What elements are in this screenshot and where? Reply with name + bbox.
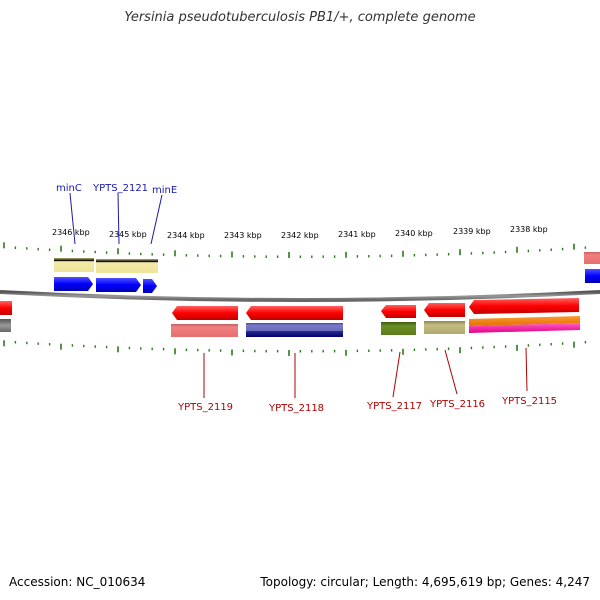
gene-label-YPTS-2119[interactable]: YPTS_2119	[177, 402, 233, 413]
label-leaders	[69, 192, 528, 398]
reverse-strand-features	[0, 298, 580, 337]
inner-tick-row	[3, 340, 587, 356]
gene-arrow-YPTS-2119[interactable]	[172, 306, 238, 320]
tick-label-2342: 2342 kbp	[281, 231, 319, 240]
tick-label-2345: 2345 kbp	[109, 230, 147, 239]
gene-label-YPTS-2115[interactable]: YPTS_2115	[501, 396, 557, 407]
tick-label-2346: 2346 kbp	[52, 228, 90, 237]
tick-label-row: 2346 kbp 2345 kbp 2344 kbp 2343 kbp 2342…	[52, 225, 548, 240]
feature-cog-bar[interactable]	[246, 323, 343, 331]
gene-arrow-YPTS-2115[interactable]	[469, 298, 579, 314]
tick-label-2341: 2341 kbp	[338, 230, 376, 239]
gene-arrow-minC[interactable]	[54, 277, 93, 291]
feature-cog-bar[interactable]	[424, 321, 465, 334]
gene-labels-bottom: YPTS_2119 YPTS_2118 YPTS_2117 YPTS_2116 …	[177, 396, 557, 414]
gene-label-YPTS-2121[interactable]: YPTS_2121	[92, 183, 148, 194]
edge-feature-red[interactable]	[0, 301, 12, 315]
accession-text: Accession: NC_010634	[9, 575, 146, 589]
gene-label-minE[interactable]: minE	[152, 185, 177, 196]
gene-arrow-YPTS-2118[interactable]	[246, 306, 343, 320]
gene-label-YPTS-2117[interactable]: YPTS_2117	[366, 401, 422, 412]
feature-cog-bar[interactable]	[96, 259, 158, 273]
gene-arrow-YPTS-2116[interactable]	[424, 303, 465, 317]
gene-arrow-minE[interactable]	[143, 279, 157, 293]
feature-cog-bar[interactable]	[54, 258, 94, 272]
gene-arrow-YPTS-2117[interactable]	[381, 305, 416, 318]
gene-label-minC[interactable]: minC	[56, 183, 82, 194]
tick-label-2340: 2340 kbp	[395, 229, 433, 238]
map-title: Yersinia pseudotuberculosis PB1/+, compl…	[124, 10, 476, 25]
gene-labels-top: minC YPTS_2121 minE	[56, 183, 177, 196]
feature-cog-bar[interactable]	[469, 323, 580, 333]
edge-feature-gray[interactable]	[0, 319, 11, 332]
tick-label-2338: 2338 kbp	[510, 225, 548, 234]
gene-label-YPTS-2116[interactable]: YPTS_2116	[429, 399, 485, 410]
edge-feature-blue[interactable]	[585, 269, 600, 283]
feature-cog-bar[interactable]	[246, 331, 343, 337]
genome-backbone	[0, 290, 600, 302]
gene-arrow-YPTS-2121[interactable]	[96, 278, 141, 292]
forward-strand-features	[54, 252, 600, 293]
feature-cog-bar[interactable]	[469, 316, 580, 326]
edge-feature-salmon[interactable]	[584, 252, 600, 264]
gene-label-YPTS-2118[interactable]: YPTS_2118	[268, 403, 324, 414]
tick-label-2339: 2339 kbp	[453, 227, 491, 236]
genome-summary-text: Topology: circular; Length: 4,695,619 bp…	[260, 575, 590, 589]
tick-label-2344: 2344 kbp	[167, 231, 205, 240]
feature-cog-bar[interactable]	[381, 322, 416, 335]
tick-label-2343: 2343 kbp	[224, 231, 262, 240]
outer-tick-row	[3, 242, 587, 258]
feature-cog-bar[interactable]	[171, 324, 238, 337]
